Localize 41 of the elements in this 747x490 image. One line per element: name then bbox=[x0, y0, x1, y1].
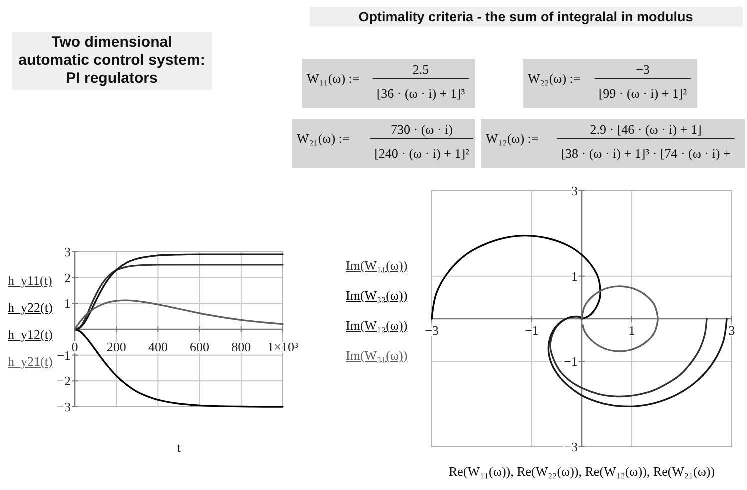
text: 2.9 · [46 · (ω · i) + 1] bbox=[590, 122, 702, 137]
x-tick-label: −1 bbox=[525, 323, 539, 338]
x-axis-title: Re(W₁₁(ω)), Re(W₂₂(ω)), Re(W₁₂(ω)), Re(W₂₁(ω)) bbox=[448, 464, 716, 479]
x-tick-label: −3 bbox=[425, 323, 439, 338]
y-tick-label: 3 bbox=[572, 184, 578, 199]
text: Im(W₁₂(ω)) bbox=[346, 318, 408, 333]
text: W₂₂(ω) := bbox=[528, 71, 581, 86]
y-tick-label: −1 bbox=[564, 354, 578, 370]
x-tick-label: 200 bbox=[106, 340, 126, 354]
text: h_y22(t) bbox=[8, 300, 53, 315]
x-tick-label: 400 bbox=[148, 340, 168, 354]
y-tick-label: −3 bbox=[57, 400, 71, 415]
text: W₂₁(ω) := bbox=[297, 131, 350, 146]
x-axis-title: t bbox=[177, 440, 182, 455]
x-tick-label: 3 bbox=[728, 323, 736, 338]
text: Im(W₂₁(ω)) bbox=[346, 348, 408, 363]
x-tick-label: 1×10³ bbox=[268, 340, 298, 354]
y-tick-label: 3 bbox=[64, 244, 71, 260]
x-tick-label: 600 bbox=[190, 340, 210, 354]
series-label: h_y12(t) bbox=[8, 327, 53, 342]
text: Im(W₂₂(ω)) bbox=[346, 288, 408, 303]
text: [38 · (ω · i) + 1]³ · [74 · (ω · i) + bbox=[561, 146, 731, 161]
y-tick-label: 1 bbox=[572, 268, 578, 284]
text: h_y21(t) bbox=[8, 354, 53, 369]
y-tick-label: −3 bbox=[564, 440, 578, 455]
text: [240 · (ω · i) + 1]² bbox=[374, 146, 470, 161]
text: [99 · (ω · i) + 1]² bbox=[598, 86, 688, 101]
y-tick-label: 2 bbox=[64, 270, 71, 286]
text: [36 · (ω · i) + 1]³ bbox=[376, 86, 466, 101]
text: −3 bbox=[636, 62, 650, 77]
text: Optimality criteria - the sum of integralal in modulus bbox=[358, 10, 694, 24]
text: Im(W₁₁(ω)) bbox=[346, 258, 408, 273]
y-tick-label: −2 bbox=[57, 374, 71, 389]
x-tick-label: 800 bbox=[232, 340, 252, 354]
y-tick-label: 1 bbox=[64, 296, 71, 312]
text: 730 · (ω · i) bbox=[391, 122, 453, 137]
x-tick-label: 1 bbox=[628, 323, 636, 338]
text: W₁₁(ω) := bbox=[307, 71, 360, 86]
text: 2.5 bbox=[412, 62, 430, 77]
text: h_y11(t) bbox=[8, 273, 52, 288]
text: W₁₂(ω) := bbox=[486, 131, 539, 146]
